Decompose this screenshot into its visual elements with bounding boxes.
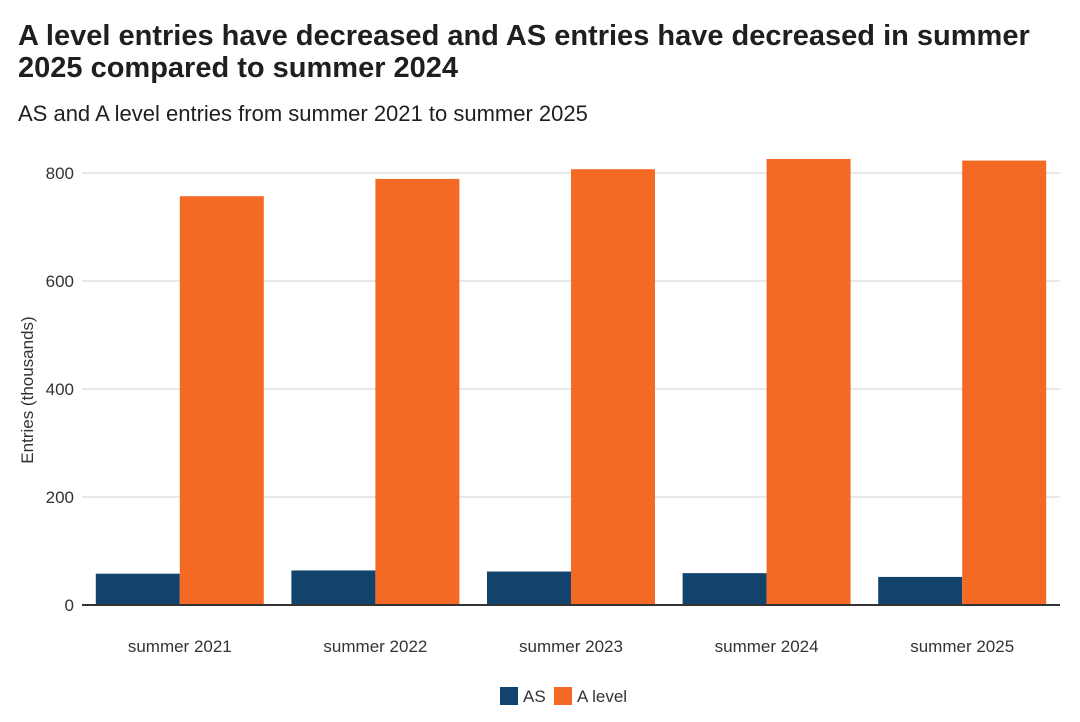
y-tick-label: 600 xyxy=(46,272,74,291)
y-tick-label: 400 xyxy=(46,380,74,399)
bars xyxy=(95,158,1047,605)
y-tick-labels: 0 200 400 600 800 xyxy=(46,164,74,615)
bar-a-level xyxy=(179,196,264,605)
bar-as xyxy=(95,573,180,605)
y-tick-label: 800 xyxy=(46,164,74,183)
chart-title: A level entries have decreased and AS en… xyxy=(18,20,1030,84)
legend-label: AS xyxy=(523,687,546,706)
x-tick-label: summer 2021 xyxy=(128,637,232,656)
y-tick-label: 200 xyxy=(46,488,74,507)
chart-subtitle: AS and A level entries from summer 2021 … xyxy=(18,101,588,126)
bar-as xyxy=(487,571,571,605)
bar-as xyxy=(291,570,376,605)
legend-label: A level xyxy=(577,687,627,706)
bar-a-level xyxy=(571,169,655,605)
y-tick-label: 0 xyxy=(65,596,74,615)
legend: AS A level xyxy=(500,687,627,706)
x-tick-label: summer 2025 xyxy=(910,637,1014,656)
legend-swatch xyxy=(554,687,572,705)
bar-as xyxy=(878,576,963,605)
bar-a-level xyxy=(962,160,1047,605)
x-tick-label: summer 2024 xyxy=(715,637,819,656)
bar-a-level xyxy=(375,178,460,605)
x-tick-labels: summer 2021 summer 2022 summer 2023 summer … xyxy=(128,637,1014,656)
bar-as xyxy=(682,573,767,605)
bar-a-level xyxy=(766,158,851,605)
y-axis-title: Entries (thousands) xyxy=(18,316,37,463)
x-tick-label: summer 2023 xyxy=(519,637,623,656)
x-tick-label: summer 2022 xyxy=(323,637,427,656)
legend-swatch xyxy=(500,687,518,705)
